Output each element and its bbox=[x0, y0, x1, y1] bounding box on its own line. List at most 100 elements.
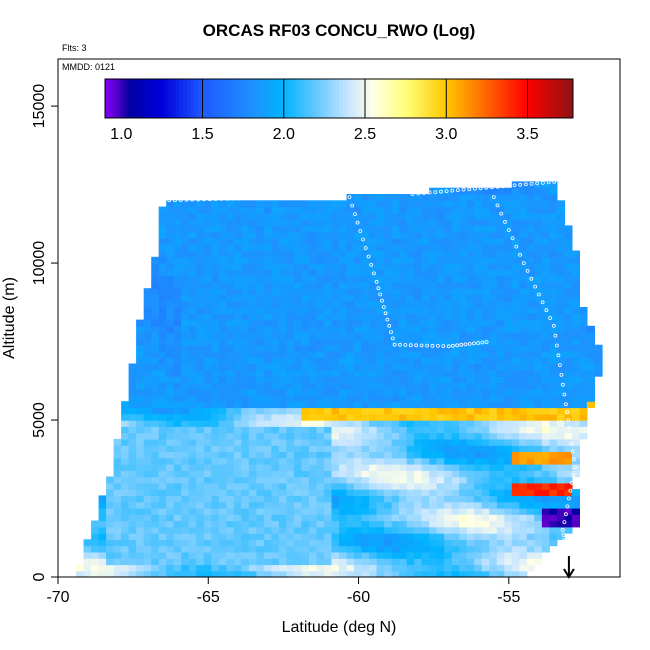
heatmap-cell bbox=[271, 438, 280, 446]
heatmap-cell bbox=[203, 363, 212, 371]
heatmap-cell bbox=[256, 545, 265, 553]
heatmap-cell bbox=[504, 319, 513, 327]
heatmap-cell bbox=[324, 344, 333, 352]
track-point bbox=[467, 187, 472, 192]
heatmap-cell bbox=[511, 219, 520, 226]
heatmap-cell bbox=[151, 445, 160, 452]
heatmap-cell bbox=[564, 520, 573, 528]
heatmap-cell bbox=[541, 288, 550, 296]
heatmap-cell bbox=[286, 338, 295, 346]
heatmap-cell bbox=[481, 489, 490, 496]
heatmap-cell bbox=[263, 507, 272, 515]
heatmap-cell bbox=[571, 275, 580, 283]
heatmap-cell bbox=[286, 256, 295, 264]
heatmap-cell bbox=[308, 545, 317, 553]
heatmap-cell bbox=[399, 281, 408, 289]
heatmap-cell bbox=[429, 388, 438, 396]
track-point bbox=[385, 317, 390, 322]
heatmap-cell bbox=[526, 413, 535, 421]
track-point bbox=[571, 473, 576, 477]
heatmap-cell bbox=[188, 426, 197, 434]
heatmap-cell bbox=[121, 514, 130, 522]
heatmap-cell bbox=[98, 520, 107, 528]
heatmap-cell bbox=[474, 256, 483, 264]
heatmap-cell bbox=[166, 445, 175, 452]
heatmap-cell bbox=[451, 382, 460, 390]
heatmap-cell bbox=[429, 325, 438, 333]
heatmap-cell bbox=[286, 476, 295, 484]
heatmap-cell bbox=[241, 244, 250, 252]
heatmap-cell bbox=[226, 470, 235, 478]
heatmap-cell bbox=[181, 401, 190, 409]
heatmap-cell bbox=[451, 369, 460, 377]
heatmap-cell bbox=[526, 300, 535, 308]
track-point bbox=[219, 196, 224, 201]
heatmap-cell bbox=[384, 275, 393, 283]
heatmap-cell bbox=[181, 445, 190, 452]
heatmap-cell bbox=[369, 376, 378, 383]
heatmap-cell bbox=[316, 288, 325, 296]
heatmap-cell bbox=[376, 501, 385, 509]
heatmap-cell bbox=[376, 382, 385, 390]
heatmap-cell bbox=[278, 464, 287, 471]
heatmap-cell bbox=[158, 551, 167, 559]
heatmap-cell bbox=[263, 256, 272, 264]
heatmap-cell bbox=[496, 388, 505, 396]
track-point bbox=[478, 186, 483, 191]
heatmap-cell bbox=[211, 407, 220, 415]
heatmap-cell bbox=[519, 394, 528, 402]
heatmap-cell bbox=[511, 382, 520, 390]
heatmap-cell bbox=[278, 256, 287, 264]
heatmap-cell bbox=[256, 206, 265, 214]
heatmap-cell bbox=[301, 533, 310, 540]
track-point bbox=[455, 188, 460, 193]
heatmap-cell bbox=[519, 325, 528, 333]
heatmap-cell bbox=[496, 482, 505, 490]
heatmap-cell bbox=[256, 300, 265, 308]
heatmap-cell bbox=[534, 432, 543, 440]
heatmap-cell bbox=[369, 263, 378, 270]
heatmap-cell bbox=[474, 369, 483, 377]
heatmap-cell bbox=[504, 545, 513, 553]
heatmap-cell bbox=[556, 313, 565, 321]
heatmap-cell bbox=[399, 489, 408, 496]
heatmap-cell bbox=[496, 451, 505, 459]
heatmap-cell bbox=[399, 219, 408, 226]
heatmap-cell bbox=[496, 476, 505, 484]
heatmap-cell bbox=[549, 526, 558, 534]
heatmap-cell bbox=[399, 438, 408, 446]
heatmap-cell bbox=[354, 420, 363, 427]
heatmap-cell bbox=[451, 507, 460, 515]
heatmap-cell bbox=[346, 225, 355, 233]
heatmap-cell bbox=[391, 545, 400, 553]
heatmap-cell bbox=[196, 212, 205, 220]
heatmap-cell bbox=[496, 200, 505, 208]
heatmap-cell bbox=[121, 526, 130, 534]
heatmap-cell bbox=[166, 338, 175, 346]
heatmap-cell bbox=[113, 470, 122, 478]
heatmap-cell bbox=[113, 482, 122, 490]
heatmap-cell bbox=[331, 275, 340, 283]
heatmap-cell bbox=[459, 533, 468, 540]
heatmap-cell bbox=[218, 325, 227, 333]
heatmap-cell bbox=[519, 194, 528, 201]
heatmap-cell bbox=[579, 413, 588, 421]
heatmap-cell bbox=[519, 181, 528, 189]
heatmap-cell bbox=[489, 351, 498, 358]
heatmap-cell bbox=[354, 570, 363, 578]
heatmap-cell bbox=[241, 438, 250, 446]
heatmap-cell bbox=[339, 539, 348, 547]
heatmap-cell bbox=[474, 319, 483, 327]
colorbar-tick-label: 1.5 bbox=[191, 126, 213, 143]
heatmap-cell bbox=[256, 457, 265, 465]
heatmap-cell bbox=[188, 281, 197, 289]
heatmap-cell bbox=[481, 281, 490, 289]
heatmap-cell bbox=[203, 237, 212, 245]
heatmap-cell bbox=[226, 307, 235, 314]
heatmap-cell bbox=[444, 470, 453, 478]
heatmap-cell bbox=[489, 294, 498, 302]
heatmap-cell bbox=[504, 570, 513, 578]
heatmap-cell bbox=[218, 206, 227, 214]
heatmap-cell bbox=[226, 495, 235, 503]
heatmap-cell bbox=[534, 244, 543, 252]
